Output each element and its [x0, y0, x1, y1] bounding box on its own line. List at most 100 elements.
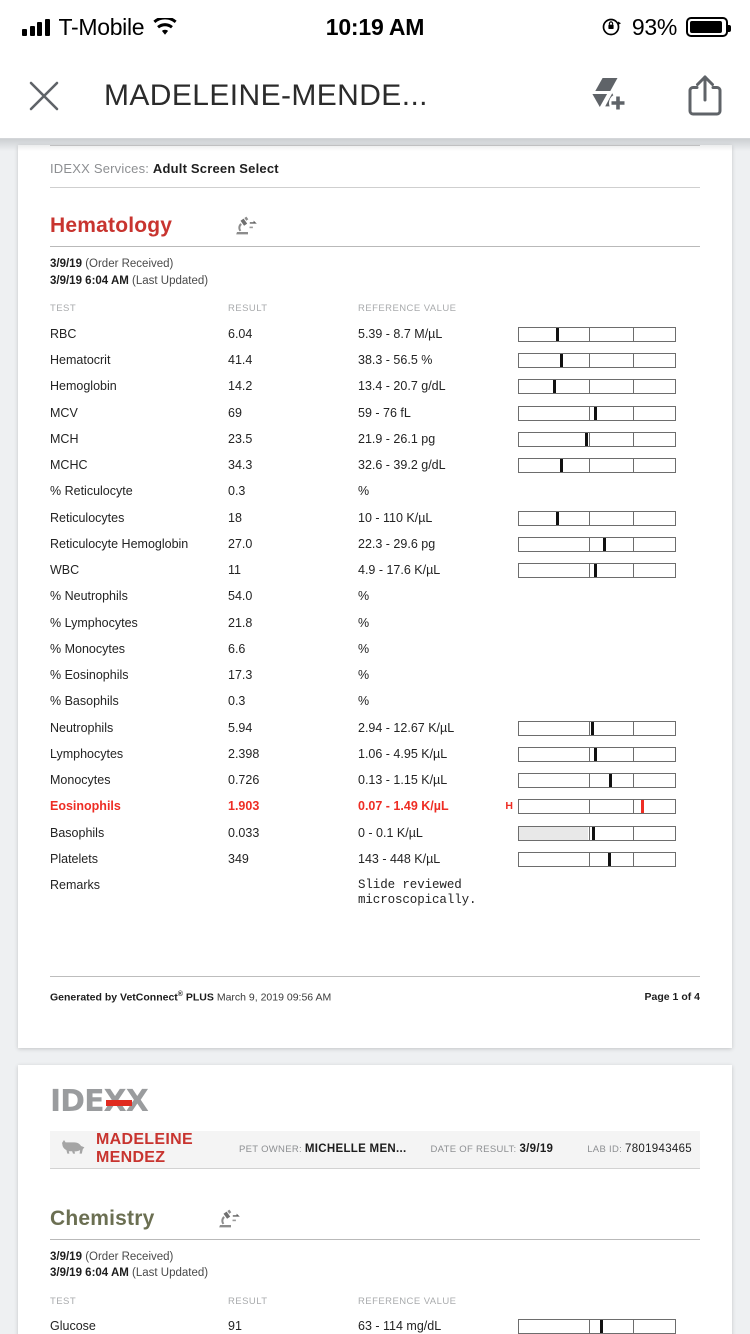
cell-result [228, 873, 358, 915]
reference-range-bar [518, 746, 676, 762]
cell-reference-bar [503, 453, 700, 479]
reference-range-bar [518, 431, 676, 447]
cell-test-name: Hematocrit [50, 353, 111, 368]
cell-reference-bar [503, 873, 700, 915]
table-row: Remarks Slide reviewed microscopically. [50, 873, 700, 915]
section-title: Hematology [50, 214, 173, 237]
cell-test-name: Eosinophils [50, 799, 121, 814]
table-row: Reticulocyte Hemoglobin 27.0 22.3 - 29.6 p… [50, 531, 700, 557]
bar-divider [519, 564, 634, 578]
bar-divider [519, 852, 634, 866]
cell-reference-bar [503, 768, 700, 794]
bar-value-marker [593, 747, 597, 761]
idexx-logo-accent [106, 1099, 132, 1106]
generated-prefix: Generated by VetConnect [50, 991, 178, 1004]
bar-divider [519, 747, 634, 761]
bar-divider [519, 774, 591, 788]
cell-result: 0.033 [228, 825, 260, 840]
chemistry-section-header: Chemistry [50, 1207, 700, 1240]
cell-test-name: % Neutrophils [50, 589, 128, 604]
microscope-icon [232, 215, 258, 237]
cell-test-name: Glucose [50, 1319, 96, 1334]
page-title: MADELEINE-MENDE... [104, 79, 428, 112]
lab-id-label: LAB ID: [587, 1144, 623, 1156]
cell-result: 349 [228, 851, 249, 866]
clock-label: 10:19 AM [325, 13, 425, 40]
status-bar-right: 93% [601, 14, 731, 41]
cell-reference-value: % [358, 615, 370, 630]
cell-result: 18 [228, 510, 242, 525]
registered-mark: ® [177, 991, 183, 999]
last-updated-date: 3/9/19 6:04 AM [50, 1267, 129, 1280]
bar-value-marker [590, 721, 594, 735]
cell-test-name: Lymphocytes [50, 746, 124, 761]
cell-reference-bar [503, 820, 700, 846]
carrier-label: T-Mobile [58, 13, 145, 40]
hematology-results-table: TEST RESULT REFERENCE VALUE RBC 6.04 5.39 … [50, 303, 700, 914]
reference-range-bar [518, 353, 676, 369]
document-scroll-area[interactable]: IDEXX Services: Adult Screen Select Hema… [0, 139, 750, 1334]
cell-reference-value: 32.6 - 39.2 g/dL [358, 458, 446, 473]
lab-id-meta: LAB ID: 7801943465 [587, 1143, 692, 1155]
table-header-row: TEST RESULT REFERENCE VALUE [50, 1296, 700, 1314]
reference-range-bar [518, 851, 676, 867]
cell-reference-bar [503, 610, 700, 636]
vetconnect-plus: PLUS [185, 991, 214, 1004]
idexx-services-value: Adult Screen Select [152, 161, 279, 176]
add-to-drive-icon[interactable] [588, 75, 634, 117]
cell-test-name: MCV [50, 405, 78, 420]
bar-divider [519, 721, 591, 735]
cell-reference-bar [503, 1314, 700, 1334]
bar-divider [519, 852, 591, 866]
bar-value-marker [607, 852, 611, 866]
close-icon[interactable] [26, 78, 62, 114]
table-row: % Reticulocyte 0.3% [50, 479, 700, 505]
table-row: Monocytes 0.726 0.13 - 1.15 K/µL [50, 768, 700, 794]
bar-divider [519, 826, 634, 840]
cell-reference-bar [503, 374, 700, 400]
table-header-row: TEST RESULT REFERENCE VALUE [50, 303, 700, 321]
column-header-test: TEST [50, 303, 77, 315]
date-of-result-meta: DATE OF RESULT: 3/9/19 [431, 1143, 554, 1155]
generated-by-label: Generated by VetConnect® PLUS March 9, 2… [50, 991, 331, 1004]
cell-test-name: MCHC [50, 458, 88, 473]
cell-test-name: Remarks [50, 878, 101, 893]
table-row: % Lymphocytes 21.8% [50, 610, 700, 636]
cell-test-name: % Reticulocyte [50, 484, 133, 499]
cell-test-name: Reticulocytes [50, 510, 125, 525]
cell-reference-value: 1.06 - 4.95 K/µL [358, 746, 448, 761]
column-header-test: TEST [50, 1295, 77, 1307]
share-icon[interactable] [686, 74, 724, 118]
cell-result: 2.398 [228, 746, 260, 761]
reference-range-bar [518, 510, 676, 526]
cell-test-name: Monocytes [50, 773, 111, 788]
bar-divider [519, 564, 591, 578]
bar-divider [519, 327, 591, 341]
table-row: % Eosinophils 17.3% [50, 663, 700, 689]
table-row: Platelets 349 143 - 448 K/µL [50, 846, 700, 872]
bar-divider [519, 459, 634, 473]
cell-reference-value: 10 - 110 K/µL [358, 510, 433, 525]
cell-reference-bar [503, 636, 700, 662]
bar-divider [519, 1320, 591, 1334]
cell-result: 0.726 [228, 773, 260, 788]
cell-reference-value: 4.9 - 17.6 K/µL [358, 563, 441, 578]
bar-divider [519, 406, 591, 420]
cell-test-name: Neutrophils [50, 720, 114, 735]
generated-date: March 9, 2019 09:56 AM [216, 991, 332, 1004]
last-updated-label: (Last Updated) [132, 1267, 209, 1280]
cell-result: 6.6 [228, 641, 246, 656]
column-header-reference: REFERENCE VALUE [358, 1295, 457, 1307]
section-title: Chemistry [50, 1206, 155, 1230]
bar-divider [519, 511, 591, 525]
bar-divider [519, 537, 591, 551]
cell-result: 6.04 [228, 326, 253, 341]
cell-reference-bar [503, 663, 700, 689]
bar-divider [519, 826, 591, 840]
abnormal-flag: H [505, 800, 513, 813]
table-row: RBC 6.04 5.39 - 8.7 M/µL [50, 321, 700, 347]
table-row: Neutrophils 5.94 2.94 - 12.67 K/µL [50, 715, 700, 741]
bar-value-marker [559, 459, 563, 473]
table-row: WBC 11 4.9 - 17.6 K/µL [50, 558, 700, 584]
